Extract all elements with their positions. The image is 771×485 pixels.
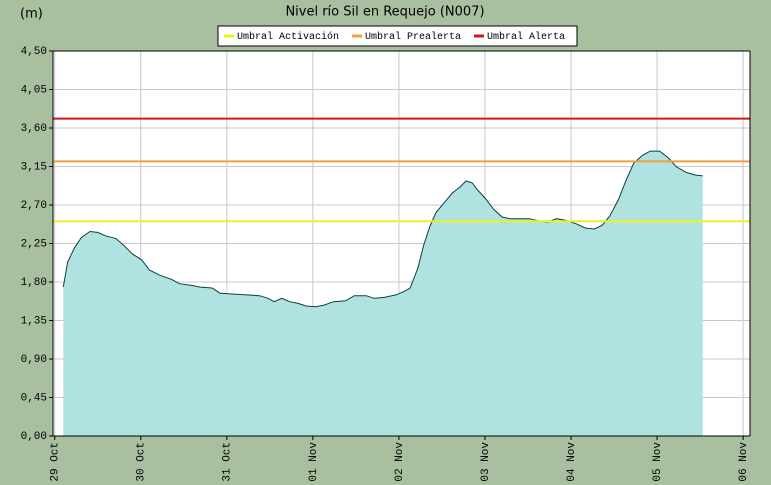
x-tick-label: 04 Nov <box>566 442 578 482</box>
area-fill <box>63 151 703 436</box>
y-tick-label: 4,50 <box>21 46 47 58</box>
legend-label: Umbral Alerta <box>487 31 565 43</box>
y-tick-label: 1,80 <box>21 277 47 289</box>
x-tick-label: 29 Oct <box>50 442 62 482</box>
x-tick-label: 05 Nov <box>652 442 664 482</box>
chart-title: Nivel río Sil en Requejo (N007) <box>285 5 484 20</box>
x-tick-label: 31 Oct <box>222 442 234 482</box>
y-tick-label: 2,25 <box>21 238 47 250</box>
area-line <box>62 150 703 308</box>
legend <box>217 25 578 47</box>
x-tick-label: 03 Nov <box>480 442 492 482</box>
x-tick-label: 06 Nov <box>738 442 750 482</box>
y-tick-label: 0,45 <box>21 392 47 404</box>
y-tick-label: 2,70 <box>21 200 47 212</box>
y-tick-label: 3,15 <box>21 161 47 173</box>
y-tick-label: 3,60 <box>21 123 47 135</box>
y-axis-label: (m) <box>20 7 43 22</box>
x-tick-label: 01 Nov <box>308 442 320 482</box>
x-tick-label: 30 Oct <box>136 442 148 482</box>
y-tick-label: 4,05 <box>21 84 47 96</box>
x-tick-label: 02 Nov <box>394 442 406 482</box>
legend-label: Umbral Prealerta <box>365 31 461 43</box>
y-tick-label: 0,90 <box>21 354 47 366</box>
y-tick-label: 1,35 <box>21 315 47 327</box>
legend-label: Umbral Activación <box>237 31 339 43</box>
y-tick-label: 0,00 <box>21 431 47 443</box>
